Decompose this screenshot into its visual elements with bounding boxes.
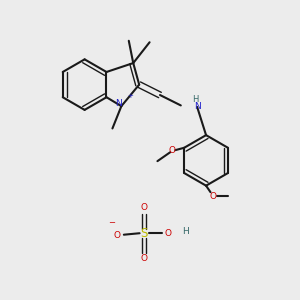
Text: O: O bbox=[141, 203, 148, 212]
Text: N: N bbox=[194, 102, 200, 111]
Text: O: O bbox=[169, 146, 176, 154]
Text: S: S bbox=[140, 227, 148, 240]
Text: H: H bbox=[193, 95, 199, 104]
Text: O: O bbox=[165, 229, 172, 238]
Text: O: O bbox=[210, 192, 217, 201]
Text: N: N bbox=[116, 99, 122, 108]
Text: H: H bbox=[182, 227, 188, 236]
Text: −: − bbox=[108, 218, 115, 227]
Text: O: O bbox=[114, 231, 121, 240]
Text: O: O bbox=[141, 254, 148, 263]
Text: +: + bbox=[127, 93, 133, 99]
